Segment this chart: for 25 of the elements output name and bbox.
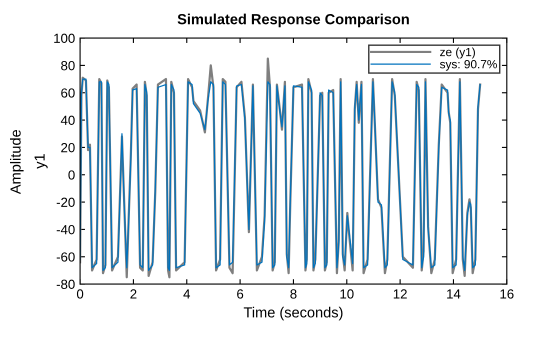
x-tick-label: 8 (290, 289, 297, 299)
y-axis-title: y1 (34, 154, 48, 169)
text: Amplitude (10, 130, 24, 194)
x-axis-title: Time (seconds) (244, 306, 343, 320)
x-tick-label: 4 (183, 289, 190, 299)
x-tick-label: 12 (394, 289, 407, 299)
y-tick-label: 100 (54, 34, 75, 43)
y-tick-label: -20 (56, 198, 75, 207)
y-tick-label: 20 (61, 142, 75, 152)
chart-title: Simulated Response Comparison (178, 14, 409, 28)
y-tick-label: 80 (61, 60, 75, 70)
y-tick-label: -40 (56, 224, 75, 234)
x-tick-label: 6 (237, 289, 244, 299)
series-label: sys: 90.7% (440, 60, 497, 71)
y-tick-label: -60 (56, 252, 75, 262)
y-tick-label: -80 (56, 280, 75, 289)
x-tick-label: 10 (340, 289, 354, 299)
y-tick-label: 0 (68, 170, 75, 180)
text: ze (y1) (440, 48, 475, 59)
x-tick-label: 14 (447, 289, 460, 299)
y-tick-label: 60 (61, 88, 75, 98)
x-tick-label: 2 (130, 289, 136, 299)
x-tick-label: 0 (76, 289, 84, 299)
x-tick-label: 16 (500, 289, 514, 299)
y-tick-label: 40 (60, 116, 75, 125)
